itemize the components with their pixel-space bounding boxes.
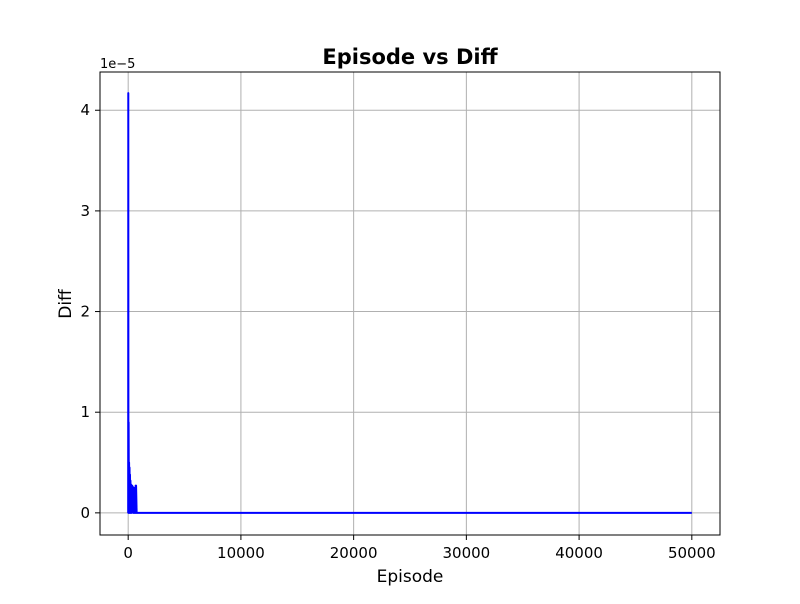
chart-title: Episode vs Diff (322, 45, 498, 69)
x-tick-label: 10000 (217, 544, 265, 562)
ticks: 0 10000 20000 30000 40000 50000 0 1 2 3 4 (80, 101, 715, 562)
plot-data (127, 92, 692, 514)
y-tick-label: 0 (80, 504, 90, 522)
series-line (127, 92, 692, 514)
y-axis-label: Diff (56, 288, 76, 319)
x-tick-label: 30000 (443, 544, 491, 562)
x-tick-label: 0 (123, 544, 133, 562)
y-tick-label: 2 (80, 303, 90, 321)
y-tick-label: 4 (80, 101, 90, 119)
y-offset-label: 1e−5 (100, 57, 135, 72)
x-tick-label: 50000 (668, 544, 716, 562)
y-tick-label: 1 (80, 403, 90, 421)
plot-frame (99, 71, 721, 536)
x-axis-label: Episode (377, 567, 444, 587)
y-tick-label: 3 (80, 202, 90, 220)
x-tick-label: 20000 (330, 544, 378, 562)
x-tick-label: 40000 (555, 544, 603, 562)
